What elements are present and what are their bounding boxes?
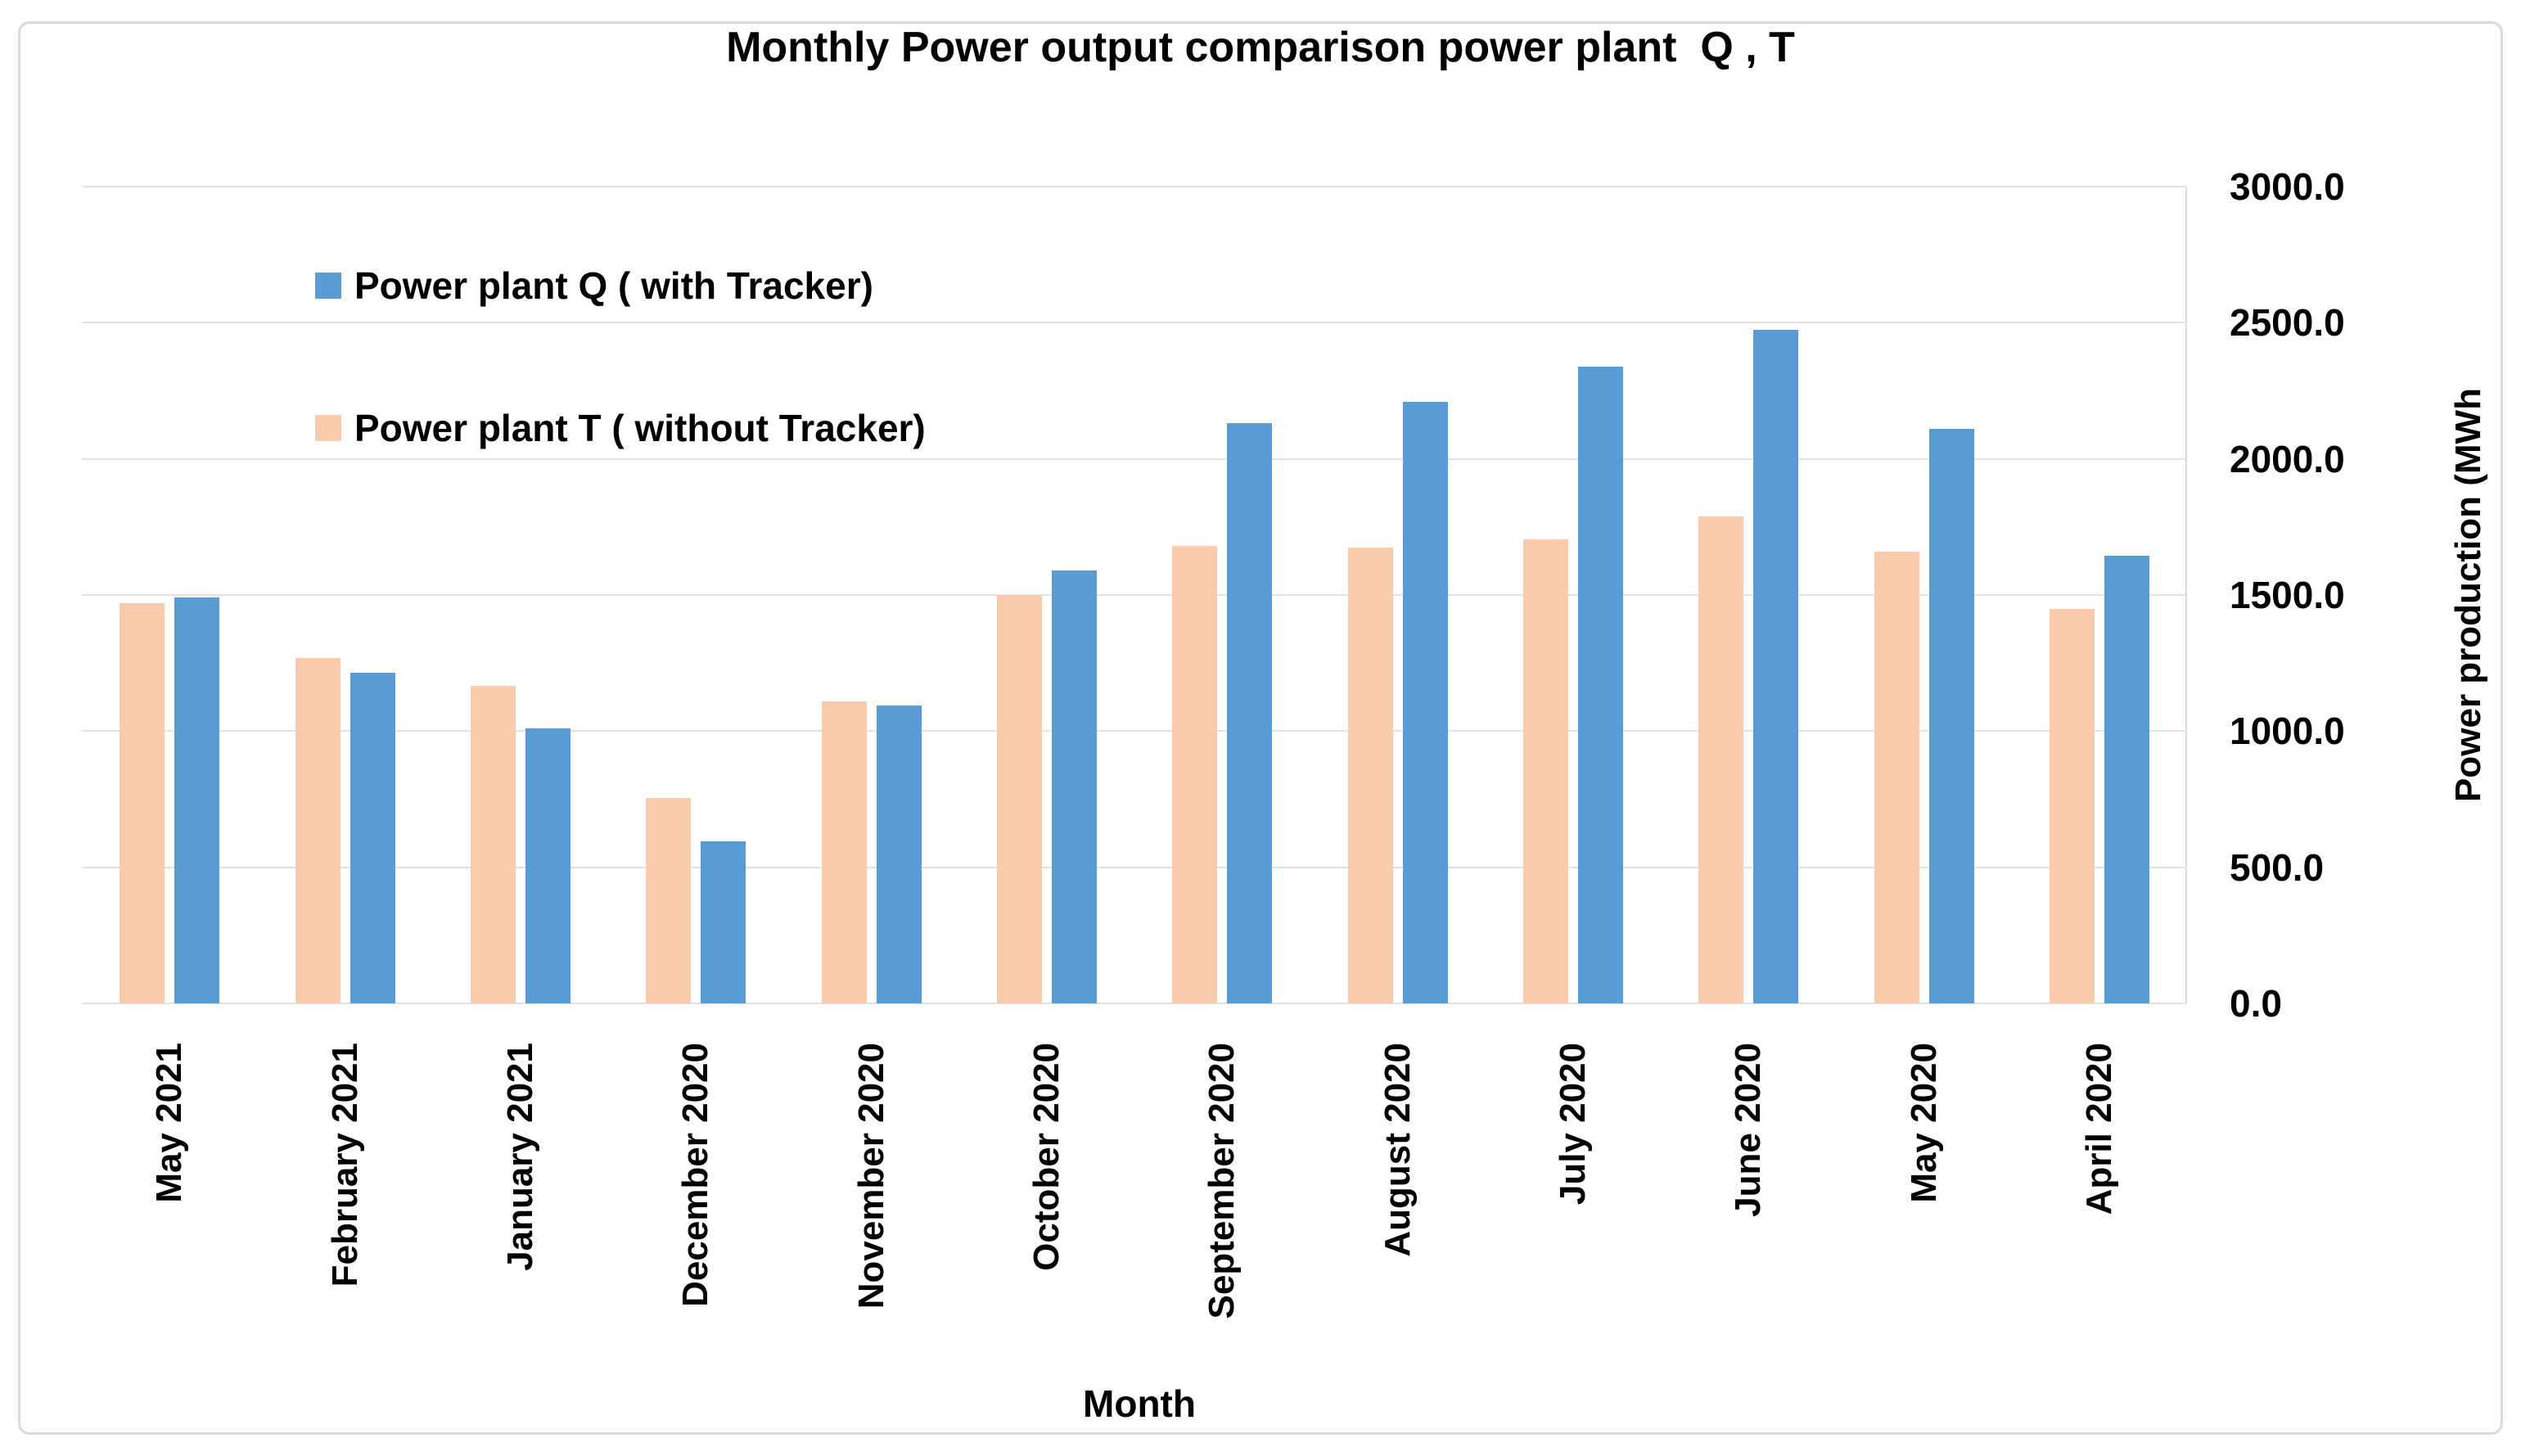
ytick-2000.0: 2000.0 xyxy=(2230,437,2345,480)
x-axis-title: Month xyxy=(1083,1382,1196,1425)
ytick-2500.0: 2500.0 xyxy=(2230,301,2345,345)
bar-t-july-2020 xyxy=(1522,539,1568,1003)
bar-q-january-2021 xyxy=(525,728,570,1003)
bar-t-december-2020 xyxy=(646,797,692,1003)
bar-q-july-2020 xyxy=(1577,366,1623,1003)
legend-label-plant-t: Power plant T ( without Tracker) xyxy=(354,407,926,449)
bar-t-january-2021 xyxy=(470,686,516,1003)
bar-q-august-2020 xyxy=(1402,401,1448,1003)
bar-q-november-2020 xyxy=(876,705,922,1003)
bar-q-may-2021 xyxy=(174,597,220,1003)
bar-t-november-2020 xyxy=(821,701,867,1003)
legend-item-plant-t: Power plant T ( without Tracker) xyxy=(315,406,926,450)
gridline-0.0 xyxy=(82,1003,2187,1004)
bar-q-december-2020 xyxy=(701,841,746,1003)
ytick-3000.0: 3000.0 xyxy=(2230,165,2345,208)
gridline-1000.0 xyxy=(82,730,2187,733)
ytick-1500.0: 1500.0 xyxy=(2230,574,2345,616)
chart-title: Monthly Power output comparison power pl… xyxy=(726,24,1795,71)
ytick-0.0: 0.0 xyxy=(2230,982,2282,1025)
legend-swatch-plant-t xyxy=(315,415,341,441)
ytick-500.0: 500.0 xyxy=(2230,845,2325,889)
bar-t-february-2021 xyxy=(295,657,340,1003)
bar-q-may-2020 xyxy=(1928,429,1974,1003)
bar-t-october-2020 xyxy=(996,595,1042,1003)
bar-t-april-2020 xyxy=(2049,608,2095,1003)
ytick-1000.0: 1000.0 xyxy=(2230,710,2345,753)
bar-q-september-2020 xyxy=(1227,423,1273,1003)
bar-t-may-2021 xyxy=(120,602,165,1003)
bar-t-august-2020 xyxy=(1347,547,1393,1003)
bar-t-may-2020 xyxy=(1874,551,1919,1003)
legend-label-plant-q: Power plant Q ( with Tracker) xyxy=(354,264,873,307)
gridline-1500.0 xyxy=(82,594,2187,596)
gridline-500.0 xyxy=(82,866,2187,868)
bar-q-october-2020 xyxy=(1051,570,1097,1003)
gridline-2500.0 xyxy=(82,322,2187,324)
bar-t-june-2020 xyxy=(1698,516,1744,1003)
legend-swatch-plant-q xyxy=(315,273,341,299)
bar-q-june-2020 xyxy=(1753,329,1799,1003)
bar-q-february-2021 xyxy=(350,672,395,1003)
legend-item-plant-q: Power plant Q ( with Tracker) xyxy=(315,264,873,308)
bar-t-september-2020 xyxy=(1172,546,1218,1003)
gridline-2000.0 xyxy=(82,458,2187,460)
bar-q-april-2020 xyxy=(2104,555,2149,1003)
plot-area xyxy=(82,186,2187,1004)
gridline-3000.0 xyxy=(82,186,2187,187)
